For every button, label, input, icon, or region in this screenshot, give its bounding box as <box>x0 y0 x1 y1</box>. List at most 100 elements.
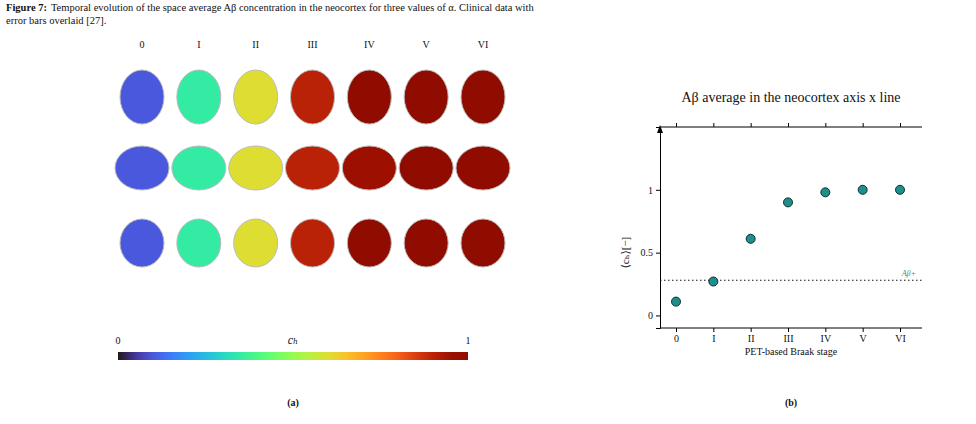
data-point <box>858 185 867 194</box>
x-tick-mark <box>676 328 677 332</box>
colorbar-tick-label: 0 <box>116 335 121 346</box>
colorbar-tick-label: 1 <box>466 335 471 346</box>
brain-view <box>404 70 448 124</box>
data-point <box>672 297 681 306</box>
x-tick-mark <box>788 328 789 332</box>
stage-label: 0 <box>140 39 145 50</box>
caption-text: error bars overlaid [27]. <box>6 15 106 26</box>
x-tick-mark <box>751 328 752 332</box>
panel-label: (a) <box>287 397 299 409</box>
brain-cells <box>115 70 510 267</box>
x-axis: 0IIIIIIIVVVI <box>660 328 922 344</box>
y-tick-label: 0.5 <box>641 247 654 258</box>
colorbar <box>118 352 468 360</box>
top-tick <box>713 123 714 127</box>
brain-view <box>177 219 221 267</box>
colorbar-title: cₕ <box>288 333 299 347</box>
top-tick-mark <box>900 123 901 127</box>
y-tick-label: 1 <box>648 185 653 196</box>
stage-label: IV <box>364 39 375 50</box>
brain-view <box>347 219 391 267</box>
panel-a: 0IIIIIIIVVVI01cₕ(a) <box>115 39 510 409</box>
x-tick-label: II <box>748 333 755 344</box>
y-axis-line <box>656 128 661 329</box>
brain-view <box>461 70 505 124</box>
x-tick-label: IV <box>821 333 832 344</box>
x-tick-mark <box>825 328 826 332</box>
x-tick-mark <box>713 328 714 332</box>
panel-b: Aβ average in the neocortex axis x line 0… <box>619 90 922 409</box>
brain-view <box>229 146 283 190</box>
panel-label: (b) <box>785 397 797 409</box>
brain-view <box>456 146 510 190</box>
threshold-line <box>660 280 922 281</box>
top-tick-mark <box>713 123 714 127</box>
stage-label: III <box>308 39 318 50</box>
top-axis-line <box>660 127 922 128</box>
x-tick: II <box>748 328 755 344</box>
top-tick <box>676 123 677 127</box>
x-tick: V <box>860 328 868 344</box>
y-tick-mark <box>656 315 660 316</box>
stage-label: VI <box>478 39 489 50</box>
brain-view <box>291 70 335 124</box>
top-tick-mark <box>863 123 864 127</box>
brain-view <box>286 146 340 190</box>
data-point <box>821 188 830 197</box>
brain-view <box>115 146 169 190</box>
y-tick: 0.5 <box>641 247 661 258</box>
data-point <box>746 234 755 243</box>
chart-title: Aβ average in the neocortex axis x line <box>682 90 901 105</box>
x-tick-mark <box>863 328 864 332</box>
brain-view <box>177 70 221 124</box>
top-tick-mark <box>751 123 752 127</box>
x-tick: I <box>712 328 715 344</box>
stage-label: V <box>423 39 431 50</box>
top-tick <box>825 123 826 127</box>
top-tick-mark <box>788 123 789 127</box>
figure: Figure 7: Temporal evolution of the space… <box>0 0 976 424</box>
top-tick-mark <box>676 123 677 127</box>
caption-label: Figure 7: <box>6 2 47 13</box>
brain-view <box>120 219 164 267</box>
y-tick: 0 <box>648 310 660 321</box>
stage-label: II <box>252 39 259 50</box>
brain-view <box>347 70 391 124</box>
plot-area <box>660 185 922 306</box>
brain-view <box>404 219 448 267</box>
top-tick <box>863 123 864 127</box>
brain-view <box>234 219 278 267</box>
y-tick-mark <box>656 190 660 191</box>
y-tick-label: 0 <box>648 310 653 321</box>
x-tick: IV <box>821 328 832 344</box>
threshold-label: Aβ+ <box>901 269 916 278</box>
x-tick-mark <box>900 328 901 332</box>
x-tick: VI <box>895 328 906 344</box>
brain-view <box>461 219 505 267</box>
brain-view <box>234 70 278 124</box>
brain-view <box>120 70 164 124</box>
y-tick-mark <box>656 253 660 254</box>
brain-view <box>291 219 335 267</box>
x-tick: 0 <box>674 328 679 344</box>
y-axis: 00.51 <box>641 128 661 329</box>
y-axis-title: ⟨cₕ⟩[−] <box>619 237 631 269</box>
x-axis-line <box>660 328 922 329</box>
data-point <box>709 277 718 286</box>
x-tick: III <box>784 328 794 344</box>
brain-view <box>399 146 453 190</box>
x-tick-label: 0 <box>674 333 679 344</box>
brain-view <box>172 146 226 190</box>
stage-label: I <box>197 39 200 50</box>
x-axis-title: PET-based Braak stage <box>745 346 838 357</box>
caption-text: Temporal evolution of the space average … <box>51 2 534 13</box>
y-axis-arrow <box>657 125 663 133</box>
y-tick: 1 <box>648 185 660 196</box>
top-axis <box>660 123 922 127</box>
caption-line: Figure 7: Temporal evolution of the space… <box>6 2 534 13</box>
data-point <box>896 185 905 194</box>
top-tick <box>788 123 789 127</box>
brain-view <box>342 146 396 190</box>
x-tick-label: VI <box>895 333 906 344</box>
top-tick <box>900 123 901 127</box>
